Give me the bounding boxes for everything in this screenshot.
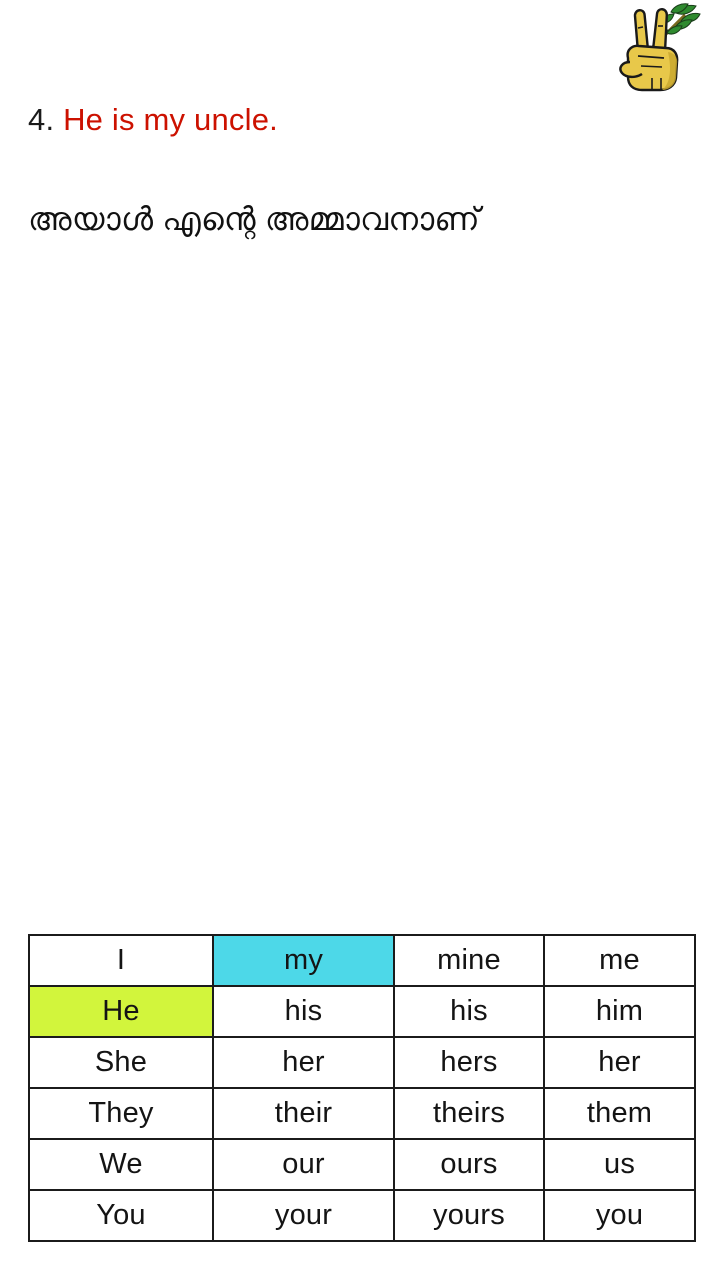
- table-row: We our ours us: [28, 1138, 696, 1191]
- table-row: I my mine me: [28, 934, 696, 987]
- question-number: 4.: [28, 102, 64, 137]
- cell-possessive-adjective: their: [212, 1087, 395, 1140]
- cell-possessive-pronoun: mine: [393, 934, 545, 987]
- cell-object: her: [543, 1036, 696, 1089]
- cell-object: you: [543, 1189, 696, 1242]
- cell-possessive-pronoun: yours: [393, 1189, 545, 1242]
- cell-subject: We: [28, 1138, 214, 1191]
- cell-subject: You: [28, 1189, 214, 1242]
- table-row: She her hers her: [28, 1036, 696, 1089]
- cell-object: them: [543, 1087, 696, 1140]
- cell-possessive-adjective: my: [212, 934, 395, 987]
- cell-possessive-pronoun: his: [393, 985, 545, 1038]
- cell-subject: He: [28, 985, 214, 1038]
- pronoun-table-body: I my mine me He his his him She her hers…: [28, 934, 696, 1242]
- table-row: They their theirs them: [28, 1087, 696, 1140]
- table-row: You your yours you: [28, 1189, 696, 1242]
- question-sentence: He is my uncle.: [63, 102, 278, 137]
- pronoun-table: I my mine me He his his him She her hers…: [28, 934, 696, 1242]
- translation-sentence: അയാൾ എന്റെ അമ്മാവനാണ്: [28, 201, 480, 237]
- logo-artwork: [619, 3, 701, 92]
- cell-possessive-pronoun: hers: [393, 1036, 545, 1089]
- cell-possessive-pronoun: ours: [393, 1138, 545, 1191]
- pronoun-table-container: I my mine me He his his him She her hers…: [28, 934, 696, 1242]
- peace-hand-icon: [619, 8, 679, 92]
- cell-possessive-pronoun: theirs: [393, 1087, 545, 1140]
- question-line: 4. He is my uncle.: [28, 100, 278, 140]
- cell-object: me: [543, 934, 696, 987]
- cell-possessive-adjective: his: [212, 985, 395, 1038]
- cell-subject: They: [28, 1087, 214, 1140]
- cell-subject: I: [28, 934, 214, 987]
- table-row: He his his him: [28, 985, 696, 1038]
- cell-object: us: [543, 1138, 696, 1191]
- cell-possessive-adjective: our: [212, 1138, 395, 1191]
- cell-possessive-adjective: your: [212, 1189, 395, 1242]
- cell-object: him: [543, 985, 696, 1038]
- cell-subject: She: [28, 1036, 214, 1089]
- peace-hand-olive-branch-logo: [608, 0, 704, 92]
- cell-possessive-adjective: her: [212, 1036, 395, 1089]
